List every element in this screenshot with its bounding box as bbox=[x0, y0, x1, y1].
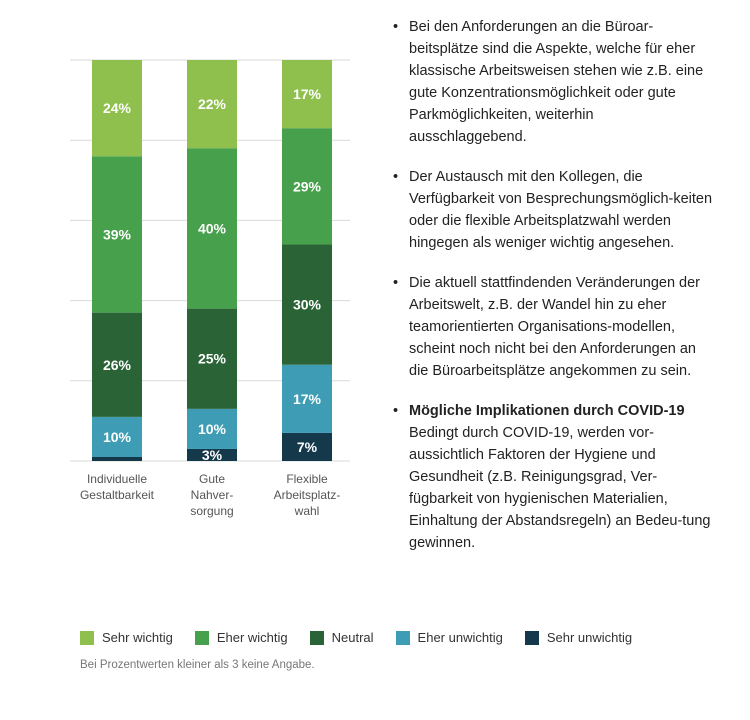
data-label: 25% bbox=[198, 351, 227, 367]
legend-item: Eher wichtig bbox=[194, 630, 288, 645]
note-heading: Mögliche Implikationen durch COVID-19 bbox=[409, 403, 685, 419]
legend-label: Eher unwichtig bbox=[417, 630, 503, 645]
data-label: 26% bbox=[103, 357, 132, 373]
chart-legend: Sehr wichtig Eher wichtig Neutral Eher unwi… bbox=[80, 630, 654, 645]
bar-segment bbox=[282, 60, 332, 129]
data-label: 22% bbox=[198, 96, 227, 112]
legend-item: Neutral bbox=[309, 630, 374, 645]
bar-segment bbox=[282, 432, 332, 461]
legend-item: Sehr unwichtig bbox=[524, 630, 633, 645]
notes-list: Bei den Anforderungen an die Büroar-beit… bbox=[393, 16, 713, 554]
legend-item: Sehr wichtig bbox=[80, 630, 173, 645]
legend-swatch bbox=[80, 630, 94, 645]
note-item: Bei den Anforderungen an die Büroar-beit… bbox=[393, 16, 713, 148]
legend-label: Neutral bbox=[331, 630, 374, 645]
bar-segment bbox=[92, 416, 142, 457]
data-label: 3% bbox=[202, 447, 223, 463]
bar-segment bbox=[92, 456, 142, 461]
category-label: Flexible Arbeitsplatz-wahl bbox=[274, 472, 341, 518]
note-item: Mögliche Implikationen durch COVID-19 Bed… bbox=[393, 400, 713, 554]
stacked-bar-chart: 10% 26% 39% 24% Individuelle Gestaltbarkeit 3%… bbox=[70, 59, 350, 518]
bar-segment bbox=[187, 148, 237, 309]
data-label: 30% bbox=[293, 297, 322, 313]
legend-swatch bbox=[524, 630, 539, 645]
note-text: Der Austausch mit den Kollegen, die Verf… bbox=[409, 169, 713, 251]
data-label: 17% bbox=[293, 86, 322, 102]
legend-swatch bbox=[309, 630, 324, 645]
bar-segment bbox=[92, 156, 142, 313]
data-label: 17% bbox=[293, 391, 322, 407]
category-label: Individuelle Gestaltbarkeit bbox=[80, 472, 155, 502]
bar-segment bbox=[282, 128, 332, 245]
bar-stack: 3% 10% 25% 40% 22% bbox=[187, 60, 237, 463]
bar-segment bbox=[187, 60, 237, 149]
data-label: 39% bbox=[103, 226, 132, 242]
legend-swatch bbox=[395, 630, 410, 645]
data-label: 10% bbox=[198, 421, 227, 437]
note-text: Bedingt durch COVID-19, werden vor-aussi… bbox=[409, 425, 711, 551]
note-item: Die aktuell stattfindenden Veränderungen… bbox=[393, 272, 713, 382]
legend-item: Eher unwichtig bbox=[395, 630, 503, 645]
data-label: 40% bbox=[198, 220, 227, 236]
legend-swatch bbox=[194, 630, 209, 645]
bar-stack: 10% 26% 39% 24% bbox=[92, 60, 142, 461]
note-text: Die aktuell stattfindenden Veränderungen… bbox=[409, 275, 701, 379]
note-item: Der Austausch mit den Kollegen, die Verf… bbox=[393, 166, 713, 254]
data-label: 29% bbox=[293, 178, 322, 194]
bar-segment bbox=[187, 448, 237, 461]
legend-label: Eher wichtig bbox=[216, 630, 288, 645]
footnote: Bei Prozentwerten kleiner als 3 keine An… bbox=[80, 659, 315, 671]
legend-label: Sehr wichtig bbox=[102, 630, 173, 645]
data-label: 24% bbox=[103, 100, 132, 116]
bar-stack: 7% 17% 30% 29% 17% bbox=[282, 60, 332, 461]
bar-segment bbox=[187, 308, 237, 409]
bar-segment bbox=[282, 364, 332, 433]
bar-segment bbox=[282, 244, 332, 365]
data-label: 10% bbox=[103, 429, 132, 445]
bar-segment bbox=[187, 408, 237, 449]
bar-segment bbox=[92, 312, 142, 417]
legend-label: Sehr unwichtig bbox=[546, 630, 633, 645]
data-label: 7% bbox=[297, 439, 318, 455]
note-text: Bei den Anforderungen an die Büroar-beit… bbox=[409, 19, 704, 145]
category-label: Gute Nahver-sorgung bbox=[190, 472, 233, 518]
bar-segment bbox=[92, 60, 142, 157]
